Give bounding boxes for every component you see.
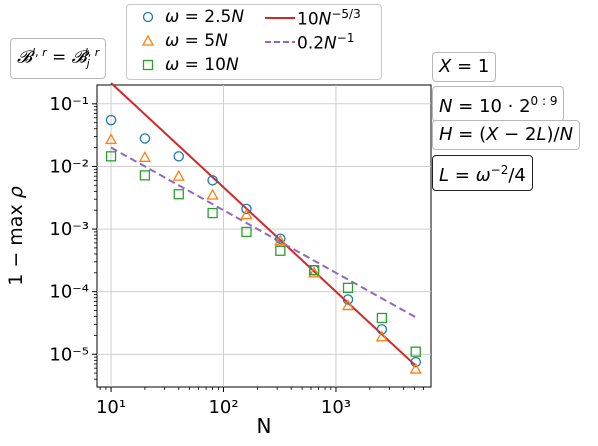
data-point-square — [309, 265, 320, 276]
legend-label: 0.2N−1 — [297, 31, 355, 54]
y-tick-label: 10⁻⁴ — [49, 282, 89, 303]
legend-label: ω = 10N — [165, 55, 239, 75]
data-point-triangle — [274, 234, 287, 246]
data-point-square — [173, 189, 184, 200]
data-point-circle — [376, 324, 388, 335]
legend-item-ref-line-5-3: 10N−5/3 — [263, 7, 361, 30]
legend-label: ω = 2.5N — [165, 7, 245, 27]
y-tick-label: 10⁻³ — [49, 219, 89, 240]
data-point-circle — [342, 294, 354, 305]
legend-item-omega-5n: ω = 5N — [131, 31, 228, 51]
data-point-square — [105, 151, 117, 162]
legend-label: ω = 5N — [165, 31, 228, 51]
boundary-annotation: 𝓑l, r = 𝓑jl, r — [10, 38, 107, 80]
data-point-circle — [139, 133, 151, 144]
annotation-l: L = ω−2/4 — [432, 155, 533, 191]
data-point-triangle — [172, 169, 185, 181]
annotation-n: N = 10 · 20 : 9 — [432, 86, 565, 122]
dashed-line-icon — [265, 41, 295, 44]
data-point-square — [410, 346, 421, 357]
legend-item-ref-line-1: 0.2N−1 — [263, 31, 354, 54]
y-axis-label: 1 − max ρ — [5, 186, 27, 286]
x-axis-label: N — [257, 414, 272, 438]
square-marker-icon — [142, 59, 154, 71]
reference-line — [110, 82, 417, 367]
x-tick-label: 10¹ — [96, 397, 126, 418]
legend: ω = 2.5N ω = 5N ω = 10N 10N−5/3 0.2N−1 — [126, 4, 382, 80]
data-point-square — [207, 207, 218, 219]
data-point-circle — [275, 233, 286, 245]
data-point-triangle — [341, 299, 355, 311]
annotation-h: H = (X − 2L)/N — [432, 120, 581, 150]
y-tick-label: 10⁻⁵ — [49, 344, 89, 365]
legend-item-omega-10n: ω = 10N — [131, 55, 239, 75]
data-point-triangle — [375, 330, 388, 342]
data-point-triangle — [240, 208, 253, 220]
solid-line-icon — [265, 17, 295, 20]
x-tick-label: 10³ — [321, 397, 351, 418]
ticks: 10¹ 10² 10³ 10⁻¹ 10⁻² 10⁻³ 10⁻⁴ 10⁻⁵ — [49, 94, 424, 418]
data-point-circle — [207, 175, 218, 186]
data-point-circle — [105, 114, 117, 126]
data-point-circle — [241, 203, 252, 215]
data-point-square — [241, 226, 252, 238]
data-point-triangle — [138, 150, 152, 162]
data-point-square — [139, 170, 151, 181]
reference-line — [110, 146, 417, 319]
legend-item-omega-2-5n: ω = 2.5N — [131, 7, 244, 27]
plot-area — [96, 84, 432, 388]
y-tick-label: 10⁻² — [49, 156, 89, 177]
data-point-square — [275, 245, 286, 256]
data-point-triangle — [409, 362, 422, 374]
data-point-triangle — [206, 188, 219, 200]
data-point-circle — [173, 151, 185, 162]
data-point-square — [376, 312, 388, 324]
circle-marker-icon — [142, 11, 154, 23]
triangle-marker-icon — [141, 34, 155, 46]
data-point-circle — [410, 356, 421, 368]
annotation-x: X = 1 — [432, 52, 497, 82]
data-point-triangle — [308, 266, 321, 278]
legend-label: 10N−5/3 — [297, 7, 361, 30]
x-tick-label: 10² — [208, 397, 238, 418]
series — [104, 82, 422, 374]
data-point-triangle — [104, 133, 118, 145]
data-point-square — [342, 282, 354, 294]
y-tick-label: 10⁻¹ — [49, 94, 89, 115]
